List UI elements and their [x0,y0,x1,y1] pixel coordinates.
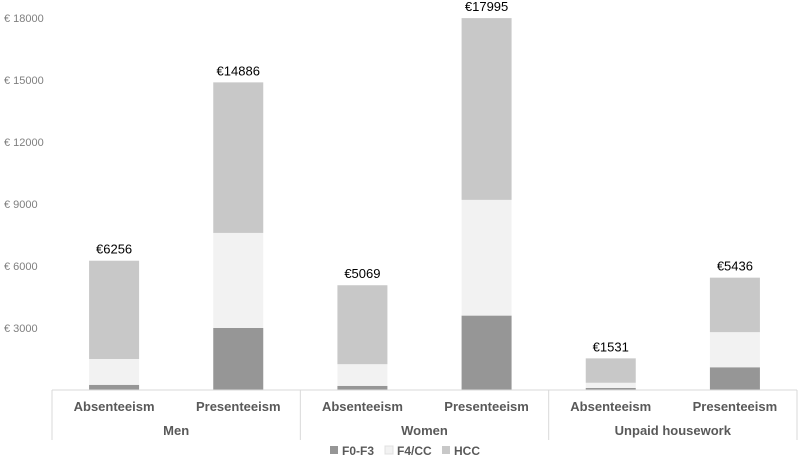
data-label: €14886 [217,63,260,78]
bar-segment-f4-cc [585,382,636,388]
y-tick-label: € 6000 [4,261,38,273]
x-tick-label: Absenteeism [322,399,403,414]
bar-segment-f4-cc [461,199,512,316]
bar-segment-hcc [89,260,140,359]
x-tick-label: Presenteeism [196,399,281,414]
bar-segment-hcc [709,277,760,333]
bar-segment-hcc [337,285,388,365]
x-group-label: Unpaid housework [615,423,732,438]
x-group-label: Men [163,423,189,438]
legend-label: F0-F3 [342,444,374,458]
y-tick-label: € 15000 [4,75,44,87]
bar-segment-hcc [461,18,512,200]
bar-segment-hcc [585,358,636,383]
data-label: €6256 [96,242,132,257]
bar-segment-f4-cc [709,332,760,368]
bar-segment-f0-f3 [585,387,636,390]
bar-segment-f0-f3 [709,367,760,390]
x-tick-label: Absenteeism [570,399,651,414]
y-tick-label: € 9000 [4,199,38,211]
bar-marks [89,18,760,390]
data-labels: €6256 €14886 €5069 €17995 €1531 €5436 [96,0,753,354]
data-label: €5069 [344,266,380,281]
bar-segment-f0-f3 [461,315,512,390]
bar-segment-hcc [213,82,264,233]
x-tick-label: Presenteeism [444,399,529,414]
legend-swatch [384,445,394,455]
y-axis-ticks: € 3000 € 6000 € 9000 € 12000 € 15000 € 18000 [4,13,44,335]
data-label: €5436 [717,259,753,274]
legend-label: F4/CC [397,444,432,458]
bar-segment-f0-f3 [337,385,388,390]
legend-swatch [330,446,338,454]
y-tick-label: € 12000 [4,137,44,149]
bar-segment-f4-cc [213,232,264,328]
bar-segment-f4-cc [89,359,140,385]
y-tick-label: € 18000 [4,13,44,25]
legend: F0-F3 F4/CC HCC [330,444,480,458]
bar-segment-f0-f3 [89,384,140,390]
bar-segment-f0-f3 [213,328,264,390]
data-label: €17995 [465,0,508,14]
x-tick-label: Presenteeism [693,399,778,414]
bar-segment-f4-cc [337,364,388,386]
x-group-label: Women [401,423,448,438]
legend-label: HCC [454,444,480,458]
data-label: €1531 [593,339,629,354]
x-axis: Absenteeism Presenteeism Absenteeism Presen… [51,389,798,440]
y-tick-label: € 3000 [4,323,38,335]
legend-swatch [442,446,450,454]
x-tick-label: Absenteeism [74,399,155,414]
